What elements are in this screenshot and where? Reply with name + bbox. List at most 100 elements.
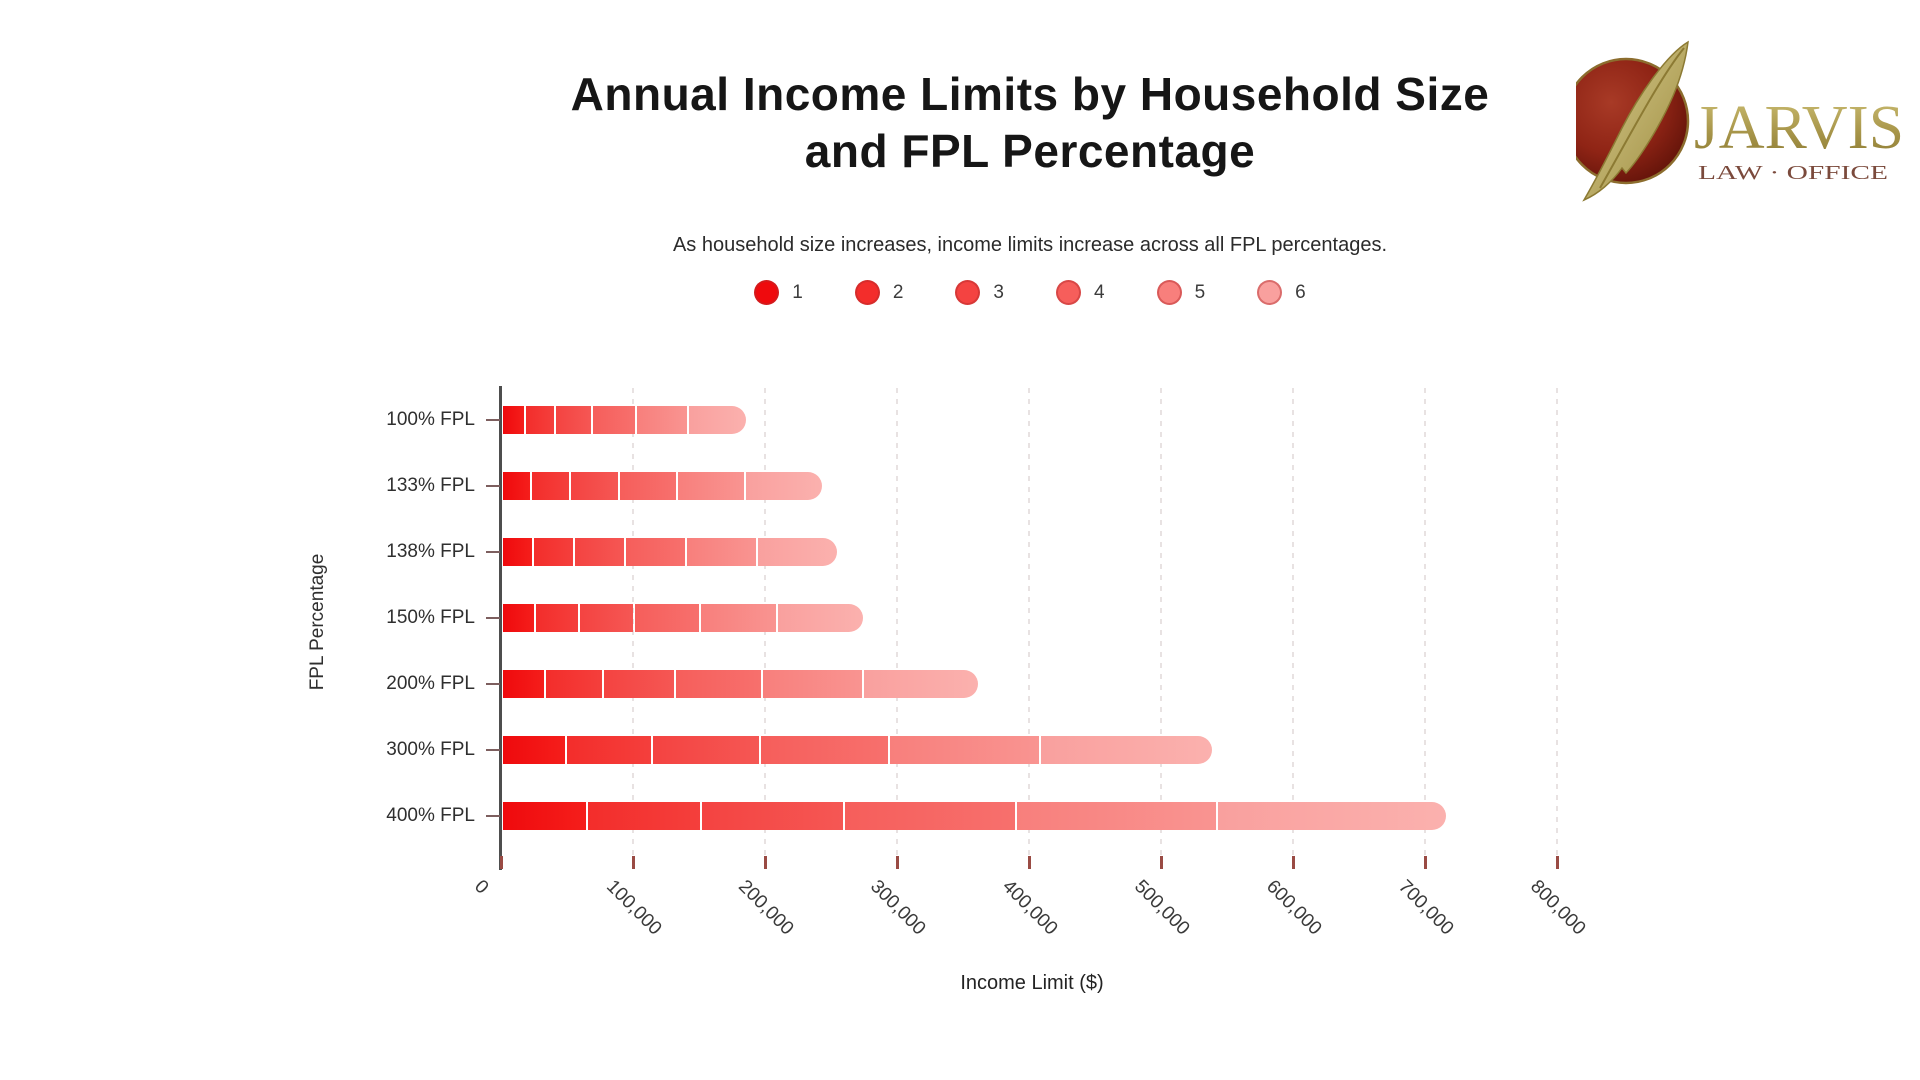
bar-row-133fpl xyxy=(503,472,822,500)
y-axis-line xyxy=(499,386,502,870)
x-tick xyxy=(632,856,635,869)
x-tick-label: 700,000 xyxy=(1394,876,1458,940)
bar-segment-size-2 xyxy=(526,406,554,434)
y-axis-label: 133% FPL xyxy=(386,475,475,496)
bar-row-400fpl xyxy=(503,802,1446,830)
x-tick xyxy=(1556,856,1559,869)
legend-item-size-1[interactable]: 1 xyxy=(754,280,803,305)
bar-segment-size-1 xyxy=(503,802,586,830)
legend: 1 2 3 4 5 6 xyxy=(440,280,1620,305)
legend-swatch-icon xyxy=(1056,280,1081,305)
x-tick xyxy=(896,856,899,869)
legend-label: 4 xyxy=(1094,281,1105,303)
bar-segment-size-5 xyxy=(678,472,744,500)
gridline xyxy=(1160,388,1162,856)
legend-swatch-icon xyxy=(1156,280,1182,305)
bar-segment-size-6 xyxy=(1218,802,1446,830)
y-axis-label: 200% FPL xyxy=(386,673,475,694)
bar-segment-size-6 xyxy=(864,670,978,698)
bar-segment-size-1 xyxy=(503,472,530,500)
x-tick-label: 300,000 xyxy=(866,876,930,940)
bar-segment-size-1 xyxy=(503,538,532,566)
bar-segment-size-5 xyxy=(890,736,1039,764)
legend-label: 3 xyxy=(993,281,1004,303)
gridline xyxy=(1028,388,1030,856)
x-tick xyxy=(1028,856,1031,869)
y-axis-label: 300% FPL xyxy=(386,739,475,760)
x-tick-label: 400,000 xyxy=(998,876,1062,940)
bar-segment-size-1 xyxy=(503,406,524,434)
bar-segment-size-4 xyxy=(761,736,888,764)
bar-segment-size-4 xyxy=(593,406,635,434)
legend-item-size-2[interactable]: 2 xyxy=(854,280,904,305)
y-tick xyxy=(486,749,500,751)
gridline xyxy=(896,388,898,856)
y-axis-label: 100% FPL xyxy=(386,409,475,430)
legend-swatch-icon xyxy=(754,280,780,305)
bar-segment-size-2 xyxy=(534,538,573,566)
gridline xyxy=(632,388,634,856)
bar-row-100fpl xyxy=(503,406,746,434)
x-tick xyxy=(1292,856,1295,869)
bar-segment-size-3 xyxy=(571,472,618,500)
bar-segment-size-3 xyxy=(575,538,624,566)
legend-item-size-5[interactable]: 5 xyxy=(1156,280,1206,305)
bar-segment-size-1 xyxy=(503,604,534,632)
y-tick xyxy=(486,485,500,487)
x-tick-label: 500,000 xyxy=(1130,876,1194,940)
x-tick-label: 200,000 xyxy=(734,876,798,940)
bar-segment-size-4 xyxy=(620,472,676,500)
y-tick xyxy=(486,815,500,817)
bar-segment-size-6 xyxy=(778,604,863,632)
legend-label: 6 xyxy=(1295,281,1306,303)
bar-segment-size-4 xyxy=(635,604,699,632)
logo-wordmark: JARVIS xyxy=(1694,94,1904,162)
y-tick xyxy=(486,551,500,553)
x-tick-label: 0 xyxy=(470,876,493,899)
bar-segment-size-3 xyxy=(653,736,759,764)
chart-title: Annual Income Limits by Household Size a… xyxy=(430,66,1630,180)
bar-segment-size-5 xyxy=(763,670,862,698)
bar-segment-size-1 xyxy=(503,736,565,764)
x-tick xyxy=(1160,856,1163,869)
bar-segment-size-5 xyxy=(701,604,776,632)
quill-spine-icon xyxy=(1599,47,1685,189)
bar-row-200fpl xyxy=(503,670,978,698)
legend-item-size-3[interactable]: 3 xyxy=(955,280,1004,305)
bar-segment-size-3 xyxy=(580,604,633,632)
x-tick xyxy=(764,856,767,869)
bar-segment-size-6 xyxy=(689,406,746,434)
bar-row-150fpl xyxy=(503,604,863,632)
bar-row-138fpl xyxy=(503,538,837,566)
legend-label: 5 xyxy=(1194,281,1206,303)
y-axis-label: 400% FPL xyxy=(386,805,475,826)
y-axis-title: FPL Percentage xyxy=(307,553,328,691)
legend-swatch-icon xyxy=(854,280,880,305)
legend-label: 2 xyxy=(892,281,904,303)
bar-segment-size-4 xyxy=(845,802,1015,830)
chart-title-line1: Annual Income Limits by Household Size xyxy=(570,68,1490,120)
y-tick xyxy=(486,683,500,685)
legend-item-size-6[interactable]: 6 xyxy=(1257,280,1306,305)
logo-graphic: JARVIS LAW · OFFICE xyxy=(1562,40,1904,202)
gridline xyxy=(1424,388,1426,856)
bar-segment-size-6 xyxy=(1041,736,1212,764)
bar-segment-size-2 xyxy=(567,736,651,764)
logo-tagline: LAW · OFFICE xyxy=(1698,162,1888,184)
bar-segment-size-6 xyxy=(746,472,822,500)
bar-segment-size-5 xyxy=(687,538,756,566)
bar-segment-size-3 xyxy=(702,802,843,830)
bar-segment-size-4 xyxy=(626,538,685,566)
legend-item-size-4[interactable]: 4 xyxy=(1056,280,1105,305)
legend-swatch-icon xyxy=(955,280,981,305)
y-axis-label: 138% FPL xyxy=(386,541,475,562)
legend-label: 1 xyxy=(792,281,803,303)
y-tick xyxy=(486,419,500,421)
x-tick xyxy=(1424,856,1427,869)
logo: JARVIS LAW · OFFICE xyxy=(1562,34,1916,216)
bar-segment-size-2 xyxy=(546,670,602,698)
y-axis-label: 150% FPL xyxy=(386,607,475,628)
bar-segment-size-2 xyxy=(532,472,569,500)
bar-segment-size-1 xyxy=(503,670,544,698)
